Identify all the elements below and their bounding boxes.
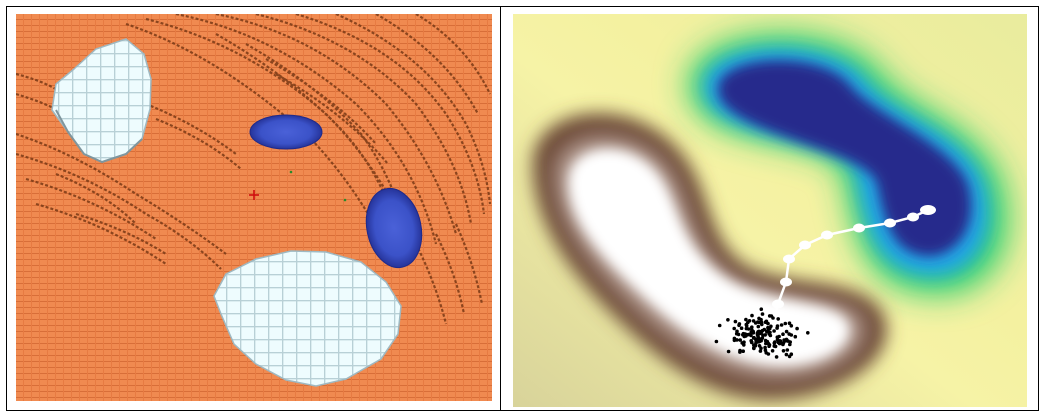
sample-point — [785, 348, 790, 352]
sample-point — [766, 341, 771, 346]
sample-point — [765, 329, 769, 334]
sample-point — [756, 330, 760, 334]
sample-point — [766, 321, 770, 326]
sample-point — [763, 345, 767, 350]
sample-point — [771, 316, 775, 320]
sample-point — [762, 327, 767, 332]
sample-point — [776, 317, 780, 321]
trajectory-point — [783, 254, 795, 264]
sample-point — [788, 340, 792, 344]
sample-point — [781, 341, 786, 345]
sample-point — [777, 339, 781, 343]
sample-point — [732, 326, 736, 331]
potential-heatmap-panel — [513, 14, 1027, 407]
sample-point — [775, 326, 779, 330]
sample-point — [750, 313, 754, 318]
sample-point — [750, 328, 754, 332]
sample-point — [744, 324, 749, 328]
sample-point — [777, 334, 781, 339]
sample-point — [752, 346, 756, 351]
trajectory-point — [920, 205, 936, 215]
sample-point — [751, 319, 756, 323]
sample-point — [772, 329, 776, 333]
sample-point — [793, 334, 798, 339]
terrain-dot — [343, 198, 347, 202]
trajectory-line — [769, 208, 929, 333]
sample-point — [781, 349, 786, 353]
sample-point — [763, 348, 768, 353]
snow-cap-top-left — [51, 38, 152, 164]
sample-point — [757, 316, 761, 321]
sample-point — [740, 341, 744, 345]
sample-point — [754, 339, 758, 344]
sample-point — [787, 332, 791, 336]
sample-point — [747, 319, 752, 323]
potential-heatmap-image — [513, 14, 1027, 407]
sample-point — [749, 333, 753, 338]
trajectory-point — [884, 218, 896, 228]
sample-point — [764, 341, 768, 346]
sample-point — [806, 331, 810, 335]
sample-point — [744, 317, 748, 322]
sample-point — [773, 340, 777, 344]
sample-point — [750, 325, 754, 330]
sample-point — [787, 321, 792, 326]
sample-point — [763, 333, 767, 337]
water-pool-right — [365, 187, 423, 269]
crosshair-marker-icon — [249, 190, 259, 200]
trajectory-point — [780, 277, 792, 287]
sample-point — [750, 340, 754, 345]
sample-point — [779, 323, 784, 327]
sample-point — [784, 329, 789, 334]
sample-point — [795, 326, 799, 331]
sample-point — [737, 323, 741, 328]
trajectory-point — [907, 212, 919, 222]
sample-point — [744, 326, 749, 331]
trajectory-point — [821, 230, 833, 240]
trajectory-point — [853, 223, 865, 233]
sample-point — [783, 321, 788, 326]
sample-point — [714, 339, 719, 344]
terrain-dot — [289, 170, 293, 174]
sample-point — [733, 319, 738, 324]
sample-point — [726, 349, 731, 354]
sample-point — [789, 324, 794, 328]
sample-point — [756, 324, 761, 329]
sample-point — [735, 329, 739, 334]
voxel-terrain-image — [16, 14, 492, 401]
sample-point — [774, 355, 779, 359]
sample-point — [726, 318, 730, 322]
water-pool-top — [249, 114, 323, 150]
sample-point — [738, 338, 742, 342]
sample-point — [781, 332, 785, 337]
sample-point — [784, 352, 789, 357]
trajectory-point — [799, 240, 811, 250]
terrain-contours — [16, 14, 492, 325]
sample-point — [741, 349, 745, 354]
sample-cloud — [714, 307, 810, 359]
sample-point — [757, 344, 762, 348]
sample-point — [732, 336, 737, 341]
sample-point — [759, 337, 763, 342]
sample-point — [760, 322, 764, 327]
voxel-terrain-panel — [16, 14, 492, 401]
sample-point — [738, 348, 742, 353]
sample-point — [717, 323, 722, 328]
sample-point — [739, 326, 744, 331]
snow-cap-bottom — [213, 250, 402, 387]
trajectory-point — [772, 299, 784, 309]
panel-divider — [500, 6, 501, 411]
sample-point — [758, 349, 763, 353]
sample-point — [759, 307, 764, 312]
sample-point — [760, 312, 765, 316]
sample-point — [787, 354, 792, 359]
sample-point — [770, 349, 775, 353]
sample-point — [768, 330, 772, 335]
sample-point — [773, 344, 778, 349]
sample-point — [741, 333, 745, 337]
